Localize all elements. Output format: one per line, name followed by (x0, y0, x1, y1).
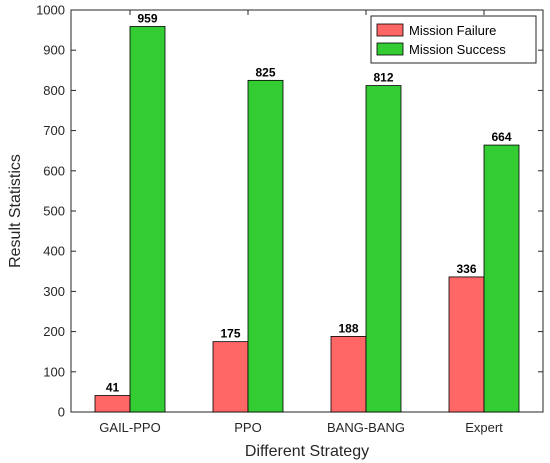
bar (483, 144, 520, 413)
bar (365, 85, 402, 413)
data-label: 336 (456, 262, 476, 276)
data-label: 175 (220, 327, 240, 341)
bar (94, 395, 131, 413)
legend-label: Mission Success (409, 42, 506, 57)
bar (129, 26, 166, 413)
y-tick-label: 300 (43, 284, 65, 299)
y-tick-label: 0 (58, 405, 65, 420)
data-label: 959 (137, 11, 157, 25)
y-tick-label: 500 (43, 204, 65, 219)
x-axis-title: Different Strategy (245, 443, 369, 460)
data-label: 812 (373, 71, 393, 85)
y-tick-label: 600 (43, 163, 65, 178)
legend-swatch (376, 23, 404, 37)
legend-label: Mission Failure (409, 23, 496, 38)
y-tick-label: 100 (43, 364, 65, 379)
bar (247, 79, 284, 413)
bars (94, 26, 520, 413)
x-tick-label: PPO (234, 420, 261, 435)
data-label: 825 (255, 65, 275, 79)
data-label: 664 (491, 130, 511, 144)
data-label: 41 (106, 381, 120, 395)
x-axis: GAIL-PPO PPO BANG-BANG Expert (99, 10, 503, 435)
y-tick-label: 400 (43, 244, 65, 259)
y-tick-label: 900 (43, 43, 65, 58)
data-label: 188 (338, 321, 358, 335)
y-tick-label: 1000 (36, 3, 65, 18)
legend-swatch (376, 42, 404, 56)
data-labels: 41 959 175 825 188 812 336 664 (106, 11, 512, 394)
bar (448, 276, 485, 413)
bar (330, 336, 367, 413)
y-axis-title: Result Statistics (7, 154, 24, 268)
y-tick-label: 700 (43, 123, 65, 138)
legend: Mission Failure Mission Success (370, 15, 537, 64)
x-tick-label: GAIL-PPO (99, 420, 160, 435)
y-tick-label: 800 (43, 83, 65, 98)
y-axis: 0 100 200 300 400 500 600 700 800 900 1000 (36, 3, 543, 420)
x-tick-label: BANG-BANG (327, 420, 405, 435)
bar (212, 341, 249, 413)
x-tick-label: Expert (465, 420, 503, 435)
y-tick-label: 200 (43, 324, 65, 339)
